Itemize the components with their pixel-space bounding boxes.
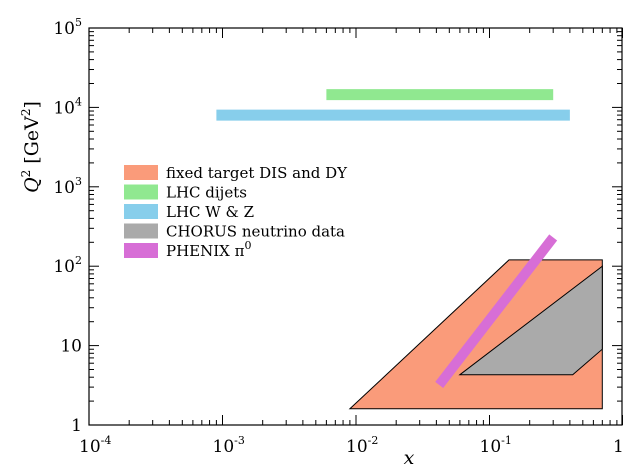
y-tick-label: 10 [60, 337, 82, 357]
y-tick-label: 105 [53, 16, 82, 39]
legend-label-fixed-target-dis-and-dy: fixed target DIS and DY [166, 164, 348, 182]
y-axis-symbol: Q [21, 177, 43, 193]
legend-label-chorus-neutrino-data: CHORUS neutrino data [166, 223, 345, 241]
y-tick-label: 104 [53, 95, 82, 118]
legend-swatch-fixed-target-dis-and-dy [124, 165, 158, 180]
x-tick-label: 1 [613, 437, 623, 457]
x-axis-label: x [404, 447, 415, 468]
y-axis-symbol-sup: 2 [19, 170, 33, 178]
region-chorus-neutrino-data [458, 265, 603, 376]
legend-swatch-chorus-neutrino-data [124, 223, 158, 239]
x-tick-label: 10-4 [79, 434, 111, 457]
legend-swatch-lhc-dijets [124, 184, 158, 200]
legend-label-lhc-dijets: LHC dijets [166, 184, 247, 202]
x-tick-label: 10-1 [480, 434, 512, 457]
legend-label-phenix-0: PHENIX π0 [166, 239, 251, 260]
y-tick-label: 102 [53, 254, 82, 277]
line-phenix-0 [435, 234, 558, 388]
ticks-layer: 10-4 10-3 10-2 10-1 1 1 10 102 103 104 105 [53, 16, 623, 457]
y-axis-label: Q2[GeV2] [19, 101, 43, 193]
data-layer [216, 89, 603, 410]
y-tick-label: 1 [71, 416, 82, 436]
y-tick-label: 103 [53, 175, 82, 198]
legend-swatch-phenix-0 [124, 243, 158, 258]
y-axis-unit-sup: 2 [19, 109, 33, 117]
legend-swatch-lhc-w-z [124, 204, 158, 219]
y-axis-unit-open: [GeV [21, 116, 43, 164]
legend-label-lhc-w-z: LHC W & Z [166, 203, 254, 221]
y-axis-unit-close: ] [21, 101, 43, 108]
x-tick-label: 10-3 [213, 434, 245, 457]
x-tick-label: 10-2 [346, 434, 378, 457]
